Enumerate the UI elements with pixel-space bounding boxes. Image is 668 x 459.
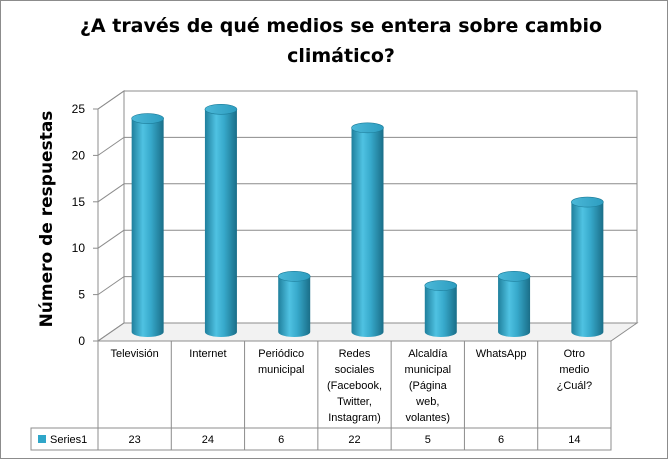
bar <box>424 280 458 338</box>
bar-top <box>277 271 311 282</box>
y-tick-label: 0 <box>78 334 85 348</box>
bar-body <box>131 118 164 338</box>
data-value-label: 14 <box>568 434 580 446</box>
data-value-label: 22 <box>348 434 360 446</box>
x-category-label: Otro medio ¿Cuál? <box>557 348 592 392</box>
bar <box>497 271 531 337</box>
bar-body <box>204 109 237 338</box>
bar-body <box>571 202 604 338</box>
bar <box>571 196 604 338</box>
legend-swatch <box>38 435 46 443</box>
gridline-side <box>97 183 125 203</box>
y-tick-label: 15 <box>72 195 86 209</box>
gridline-side <box>97 229 125 249</box>
bar <box>277 271 311 338</box>
x-category-label: Redes sociales (Facebook, Twitter, Instagram… <box>327 348 382 424</box>
bar-top <box>131 113 164 124</box>
bar-top <box>424 280 458 291</box>
bar <box>204 103 238 338</box>
bar-body <box>278 276 311 338</box>
y-tick-label: 25 <box>72 102 86 116</box>
data-value-label: 6 <box>278 434 284 446</box>
x-category-label: Alcaldía municipal (Página web, volantes) <box>405 348 451 424</box>
x-category-label: WhatsApp <box>476 348 527 360</box>
bar <box>351 122 384 338</box>
x-category-label: Televisión <box>110 348 158 360</box>
data-value-label: 6 <box>498 434 504 446</box>
bar-top <box>571 196 604 208</box>
bar-top <box>497 271 531 282</box>
data-value-label: 5 <box>425 434 431 446</box>
y-tick-label: 5 <box>78 288 85 302</box>
legend-label: Series1 <box>50 434 87 446</box>
y-tick-label: 10 <box>72 241 86 255</box>
data-value-label: 23 <box>129 434 141 446</box>
gridline-side <box>97 90 125 110</box>
bar-body <box>424 285 457 338</box>
x-category-label: Internet <box>189 348 226 360</box>
bar-top <box>204 103 238 115</box>
table-border <box>30 427 612 451</box>
data-value-label: 24 <box>202 434 214 446</box>
bar-body <box>498 276 531 337</box>
gridline-side <box>97 276 125 296</box>
bar <box>131 113 164 338</box>
chart-title: ¿A través de qué medios se entera sobre … <box>79 15 603 67</box>
bar-top <box>351 122 384 134</box>
gridline-side <box>97 322 125 342</box>
y-axis-label: Número de respuestas <box>37 111 57 328</box>
side-wall <box>97 90 125 342</box>
bar-body <box>351 127 384 338</box>
x-category-label: Periódico municipal <box>258 348 304 376</box>
y-tick-label: 20 <box>72 148 86 162</box>
gridline-side <box>97 136 125 156</box>
